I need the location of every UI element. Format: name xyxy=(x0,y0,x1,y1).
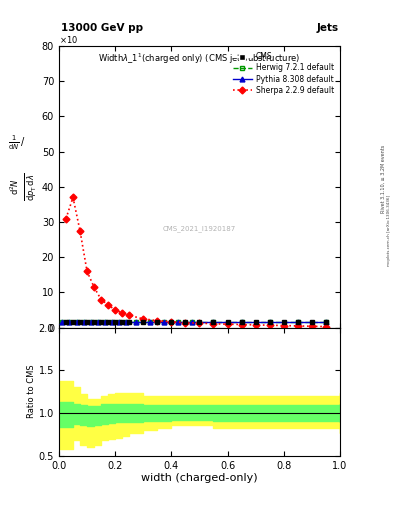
X-axis label: width (charged-only): width (charged-only) xyxy=(141,473,258,483)
Text: $\frac{1}{\mathrm{d}N}\,/\,$: $\frac{1}{\mathrm{d}N}\,/\,$ xyxy=(8,134,26,153)
Y-axis label: Ratio to CMS: Ratio to CMS xyxy=(27,365,36,418)
Y-axis label: $\mathrm{d}^2\!N$
$\overline{\mathrm{d}p_\mathrm{T}\,\mathrm{d}\lambda}$: $\mathrm{d}^2\!N$ $\overline{\mathrm{d}p… xyxy=(8,173,39,201)
Text: mcplots.cern.ch [arXiv:1306.3436]: mcplots.cern.ch [arXiv:1306.3436] xyxy=(387,195,391,266)
Text: CMS_2021_I1920187: CMS_2021_I1920187 xyxy=(163,226,236,232)
Text: $\times10$: $\times10$ xyxy=(59,34,78,45)
Text: 13000 GeV pp: 13000 GeV pp xyxy=(61,23,143,33)
Legend: CMS, Herwig 7.2.1 default, Pythia 8.308 default, Sherpa 2.2.9 default: CMS, Herwig 7.2.1 default, Pythia 8.308 … xyxy=(230,50,336,97)
Text: Jets: Jets xyxy=(317,23,339,33)
Text: Width$\lambda\_1^1$(charged only) (CMS jet substructure): Width$\lambda\_1^1$(charged only) (CMS j… xyxy=(98,52,301,66)
Text: Rivet 3.1.10, ≥ 3.2M events: Rivet 3.1.10, ≥ 3.2M events xyxy=(381,145,386,214)
